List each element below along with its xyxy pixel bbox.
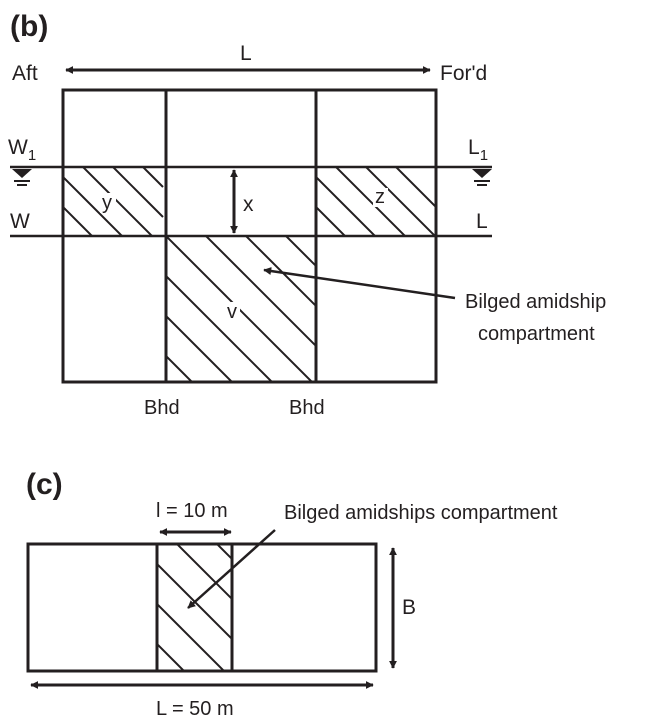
bhd-label-right: Bhd [289, 397, 325, 419]
region-y-label: y [102, 192, 112, 214]
waterline-symbol-right [472, 169, 492, 186]
sinkage-x-label: x [243, 193, 254, 216]
length-label-b: L [240, 42, 252, 65]
w1-label: W1 [8, 136, 36, 164]
ford-label: For'd [440, 62, 487, 85]
plan-length-label: L = 50 m [156, 698, 234, 720]
callout-b-line2: compartment [478, 323, 595, 345]
l-label: L [476, 210, 488, 233]
v-label-bg [225, 302, 240, 322]
bhd-label-left: Bhd [144, 397, 180, 419]
callout-arrow-b [263, 267, 456, 300]
callout-arrow-c [187, 529, 276, 609]
breadth-label: B [402, 596, 416, 619]
z-label-bg [373, 188, 388, 207]
panel-c-label: (c) [26, 468, 63, 501]
hull-plan [26, 542, 378, 673]
aft-label: Aft [12, 62, 38, 85]
region-z-label: z [375, 186, 385, 208]
y-label-bg [100, 193, 116, 213]
w-label: W [10, 210, 30, 233]
panel-b-label: (b) [10, 10, 48, 43]
l1-label: L1 [468, 136, 488, 164]
callout-c-label: Bilged amidships compartment [284, 502, 558, 524]
bilged-volume-v-hatch [166, 236, 316, 382]
callout-b-line1: Bilged amidship [465, 291, 606, 313]
waterline-symbol-left [12, 169, 32, 186]
compartment-length-label: l = 10 m [156, 500, 228, 522]
region-v-label: v [227, 301, 237, 323]
